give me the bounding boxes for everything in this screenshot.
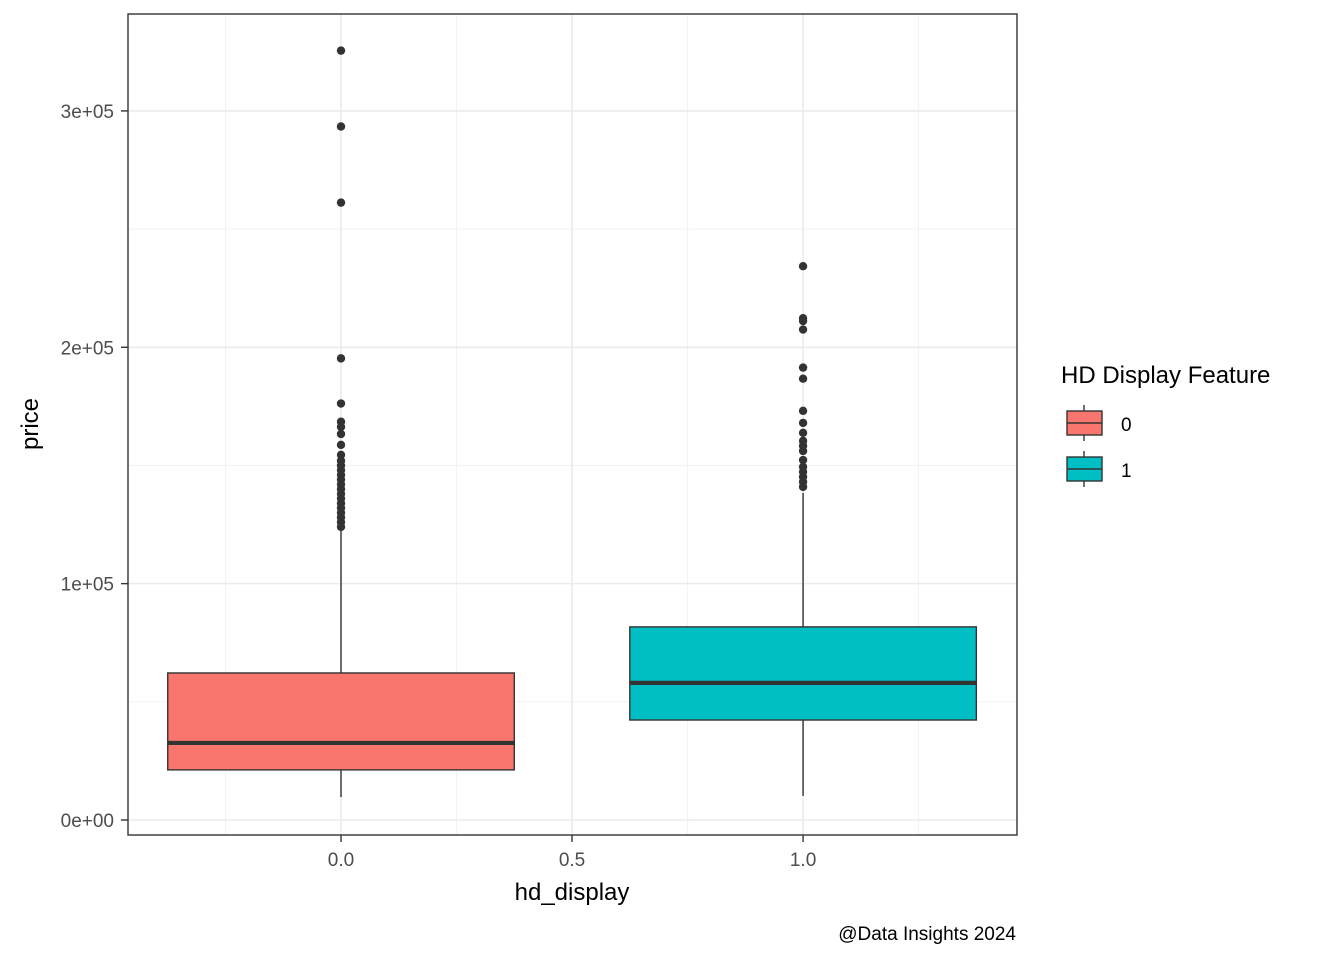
- legend-label: 0: [1121, 415, 1132, 436]
- outlier-point: [798, 406, 808, 416]
- legend-entry-0: 0: [1066, 405, 1132, 441]
- outlier-point: [336, 46, 346, 55]
- outlier-point: [798, 428, 808, 438]
- outlier-point: [798, 363, 808, 372]
- outlier-point: [336, 198, 346, 207]
- outlier-point: [336, 354, 346, 363]
- y-axis-title: price: [17, 398, 44, 450]
- outlier-point: [336, 422, 346, 432]
- box-group-0: [167, 46, 515, 798]
- y-tick-label: 2e+05: [61, 338, 114, 359]
- boxes: [167, 46, 978, 798]
- outlier-point: [798, 446, 808, 456]
- outlier-point: [336, 399, 346, 408]
- x-tick-label: 0.0: [328, 850, 354, 871]
- legend: HD Display Feature 0 1: [1061, 362, 1270, 487]
- outlier-point: [336, 522, 346, 532]
- outlier-point: [798, 374, 808, 383]
- outlier-point: [798, 455, 808, 465]
- box-iqr: [167, 672, 515, 771]
- box-group-1: [629, 261, 978, 796]
- outlier-point: [798, 418, 808, 428]
- x-axis-title: hd_display: [515, 879, 630, 906]
- outlier-point: [336, 440, 346, 450]
- outlier-point: [336, 429, 346, 439]
- outlier-point: [798, 325, 808, 334]
- x-tick-label: 0.5: [559, 850, 585, 871]
- legend-title: HD Display Feature: [1061, 362, 1270, 389]
- box-iqr: [629, 626, 978, 721]
- outlier-point: [798, 482, 808, 492]
- legend-entry-1: 1: [1066, 451, 1132, 487]
- y-tick-label: 3e+05: [61, 102, 114, 123]
- outlier-point: [798, 316, 808, 326]
- axes: 0e+00 1e+05 2e+05 3e+05 0.0 0.5 1.0: [61, 102, 817, 871]
- outlier-point: [336, 450, 346, 460]
- outlier-point: [336, 122, 346, 131]
- y-tick-label: 0e+00: [61, 811, 114, 832]
- legend-label: 1: [1121, 461, 1132, 482]
- y-tick-label: 1e+05: [61, 575, 114, 596]
- caption: @Data Insights 2024: [838, 924, 1016, 945]
- outlier-point: [798, 261, 808, 271]
- x-tick-label: 1.0: [790, 850, 816, 871]
